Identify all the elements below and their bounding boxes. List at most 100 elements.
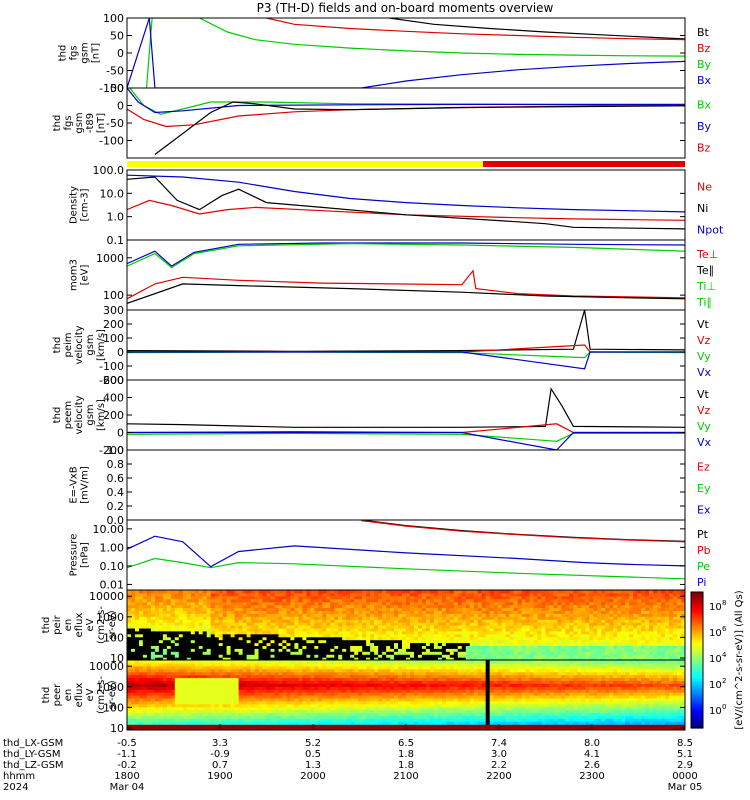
heatmap-cell bbox=[190, 625, 196, 629]
heatmap-cell bbox=[230, 727, 236, 730]
heatmap-cell bbox=[609, 627, 614, 632]
heatmap-cell bbox=[561, 613, 566, 617]
heatmap-cell bbox=[645, 627, 650, 632]
heatmap-cell bbox=[318, 619, 323, 623]
heatmap-cell bbox=[230, 633, 236, 638]
heatmap-cell bbox=[641, 622, 646, 626]
heatmap-cell bbox=[306, 616, 311, 620]
heatmap-cell bbox=[362, 622, 367, 626]
heatmap-cell bbox=[589, 604, 594, 609]
heatmap-cell bbox=[577, 654, 582, 658]
legend-entry: Bx bbox=[697, 99, 712, 112]
heatmap-cell bbox=[210, 665, 216, 670]
heatmap-cell bbox=[437, 636, 443, 641]
heatmap-cell bbox=[597, 598, 602, 603]
heatmap-cell bbox=[681, 625, 685, 629]
heatmap-cell bbox=[489, 651, 495, 655]
heatmap-cell bbox=[202, 706, 208, 711]
heatmap-cell bbox=[166, 604, 172, 609]
heatmap-cell bbox=[246, 695, 252, 699]
heatmap-cell bbox=[481, 622, 487, 626]
heatmap-cell bbox=[194, 622, 200, 626]
heatmap-cell bbox=[485, 595, 491, 600]
heatmap-cell bbox=[186, 590, 192, 594]
heatmap-cell bbox=[222, 592, 228, 597]
heatmap-cell bbox=[286, 706, 291, 711]
heatmap-cell bbox=[410, 601, 415, 606]
heatmap-cell bbox=[653, 613, 658, 617]
heatmap-cell bbox=[146, 727, 152, 730]
heatmap-cell bbox=[449, 633, 455, 638]
heatmap-cell bbox=[170, 595, 176, 600]
heatmap-cell bbox=[314, 686, 319, 690]
heatmap-cell bbox=[135, 651, 140, 655]
heatmap-cell bbox=[154, 665, 160, 670]
heatmap-cell bbox=[146, 613, 152, 617]
panel-frame bbox=[126, 379, 686, 451]
heatmap-cell bbox=[677, 613, 682, 617]
heatmap-cell bbox=[142, 662, 148, 667]
heatmap-cell bbox=[370, 590, 375, 594]
heatmap-cell bbox=[278, 671, 284, 676]
heatmap-cell bbox=[210, 613, 216, 617]
heatmap-cell bbox=[661, 633, 666, 638]
heatmap-cell bbox=[310, 642, 315, 646]
heatmap-cell bbox=[661, 642, 666, 646]
heatmap-cell bbox=[214, 598, 220, 603]
heatmap-cell bbox=[537, 613, 543, 617]
heatmap-cell bbox=[338, 668, 343, 673]
heatmap-cell bbox=[390, 610, 395, 614]
heatmap-cell bbox=[549, 590, 555, 594]
heatmap-cell bbox=[250, 590, 256, 594]
heatmap-cell bbox=[657, 590, 662, 594]
heatmap-cell bbox=[493, 613, 499, 617]
heatmap-cell bbox=[346, 671, 351, 676]
heatmap-cell bbox=[186, 668, 192, 673]
heatmap-cell bbox=[234, 590, 240, 594]
legend-entry: Ti∥ bbox=[696, 296, 712, 309]
heatmap-cell bbox=[505, 590, 511, 594]
heatmap-cell bbox=[194, 607, 200, 611]
heatmap-cell bbox=[501, 601, 507, 606]
heatmap-cell bbox=[298, 630, 303, 635]
heatmap-cell bbox=[210, 654, 216, 658]
heatmap-cell bbox=[178, 613, 184, 617]
heatmap-cell bbox=[358, 616, 363, 620]
heatmap-cell bbox=[170, 651, 176, 655]
heatmap-cell bbox=[354, 648, 359, 652]
heatmap-cell bbox=[278, 633, 284, 638]
heatmap-cell bbox=[601, 592, 606, 597]
heatmap-cell bbox=[135, 590, 140, 594]
heatmap-cell bbox=[354, 671, 359, 676]
heatmap-cell bbox=[461, 654, 467, 658]
heatmap-cell bbox=[218, 607, 224, 611]
heatmap-cell bbox=[609, 651, 614, 655]
heatmap-cell bbox=[150, 668, 156, 673]
heatmap-cell bbox=[186, 657, 192, 660]
heatmap-cell bbox=[218, 639, 224, 644]
heatmap-cell bbox=[354, 633, 359, 638]
heatmap-cell bbox=[135, 592, 140, 597]
heatmap-cell bbox=[334, 718, 339, 722]
heatmap-cell bbox=[270, 625, 276, 629]
heatmap-cell bbox=[274, 695, 280, 699]
heatmap-cell bbox=[146, 686, 152, 690]
heatmap-cell bbox=[142, 721, 148, 725]
heatmap-cell bbox=[394, 592, 399, 597]
heatmap-cell bbox=[346, 674, 351, 679]
heatmap-cell bbox=[230, 660, 236, 664]
heatmap-cell bbox=[342, 657, 347, 660]
heatmap-cell bbox=[146, 616, 152, 620]
heatmap-cell bbox=[378, 622, 383, 626]
heatmap-cell bbox=[517, 613, 523, 617]
heatmap-cell bbox=[541, 590, 547, 594]
heatmap-cell bbox=[521, 657, 527, 660]
heatmap-cell bbox=[517, 648, 523, 652]
heatmap-cell bbox=[226, 665, 232, 670]
heatmap-cell bbox=[342, 668, 347, 673]
heatmap-cell bbox=[378, 625, 383, 629]
heatmap-cell bbox=[461, 610, 467, 614]
heatmap-cell bbox=[621, 642, 626, 646]
heatmap-cell bbox=[294, 718, 299, 722]
